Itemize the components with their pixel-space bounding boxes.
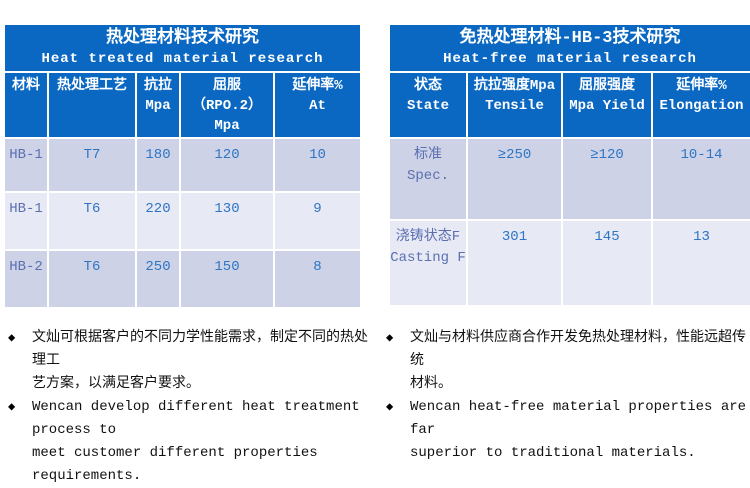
note-item: ◆ Wencan develop different heat treatmen…: [5, 396, 378, 488]
column-header-yield: 屈服 （RPO.2） Mpa: [181, 73, 273, 137]
note-item: ◆ Wencan heat-free material properties a…: [383, 396, 747, 465]
table-cell: 10-14: [653, 139, 750, 219]
table-cell: HB-2: [5, 251, 47, 307]
table-cell: 301: [468, 221, 561, 305]
heat-treated-table-title: 热处理材料技术研究 Heat treated material research: [5, 25, 360, 71]
table-cell: ≥120: [563, 139, 651, 219]
table-cell: 13: [653, 221, 750, 305]
column-header-material: 材料: [5, 73, 47, 137]
heat-treated-table: 热处理材料技术研究 Heat treated material research…: [5, 25, 360, 307]
heat-free-table: 免热处理材料-HB-3技术研究 Heat-free material resea…: [390, 25, 750, 305]
diamond-bullet-icon: ◆: [8, 400, 16, 414]
note-text-zh: 文灿与材料供应商合作开发免热处理材料，性能远超传统 材料。: [410, 330, 746, 392]
heat-treated-title-en: Heat treated material research: [41, 51, 324, 67]
table-cell: 浇铸状态F Casting F: [390, 221, 466, 305]
table-cell: 145: [563, 221, 651, 305]
note-item: ◆ 文灿与材料供应商合作开发免热处理材料，性能远超传统 材料。: [383, 327, 747, 396]
note-text-en: Wencan heat-free material properties are…: [410, 399, 747, 461]
table-cell: T7: [49, 139, 135, 191]
column-header-yield-strength: 屈服强度 Mpa Yield: [563, 73, 651, 137]
table-cell: 标准 Spec.: [390, 139, 466, 219]
table-cell: HB-1: [5, 193, 47, 249]
table-cell: 130: [181, 193, 273, 249]
table-cell: T6: [49, 193, 135, 249]
column-header-state: 状态 State: [390, 73, 466, 137]
table-cell: T6: [49, 251, 135, 307]
diamond-bullet-icon: ◆: [386, 331, 394, 345]
heat-free-title-en: Heat-free material research: [443, 51, 697, 67]
heat-free-table-title: 免热处理材料-HB-3技术研究 Heat-free material resea…: [390, 25, 750, 71]
table-cell: 9: [275, 193, 360, 249]
table-cell: 120: [181, 139, 273, 191]
column-header-elongation: 延伸率% At: [275, 73, 360, 137]
table-cell: 150: [181, 251, 273, 307]
table-cell: ≥250: [468, 139, 561, 219]
heat-treated-title-zh: 热处理材料技术研究: [106, 29, 259, 48]
diamond-bullet-icon: ◆: [8, 331, 16, 345]
column-header-heat-process: 热处理工艺: [49, 73, 135, 137]
note-item: ◆ 文灿可根据客户的不同力学性能需求，制定不同的热处理工 艺方案，以满足客户要求…: [5, 327, 378, 396]
column-header-elongation-rate: 延伸率% Elongation: [653, 73, 750, 137]
column-header-tensile-strength: 抗拉强度Mpa Tensile: [468, 73, 561, 137]
note-text-en: Wencan develop different heat treatment …: [32, 399, 360, 484]
column-header-tensile: 抗拉 Mpa: [137, 73, 179, 137]
table-cell: 10: [275, 139, 360, 191]
table-cell: 8: [275, 251, 360, 307]
table-cell: 250: [137, 251, 179, 307]
note-text-zh: 文灿可根据客户的不同力学性能需求，制定不同的热处理工 艺方案，以满足客户要求。: [32, 330, 368, 392]
heat-free-notes: ◆ 文灿与材料供应商合作开发免热处理材料，性能远超传统 材料。 ◆ Wencan…: [383, 327, 747, 465]
heat-free-title-zh: 免热处理材料-HB-3技术研究: [459, 29, 681, 48]
table-cell: HB-1: [5, 139, 47, 191]
diamond-bullet-icon: ◆: [386, 400, 394, 414]
table-cell: 180: [137, 139, 179, 191]
table-cell: 220: [137, 193, 179, 249]
heat-treated-notes: ◆ 文灿可根据客户的不同力学性能需求，制定不同的热处理工 艺方案，以满足客户要求…: [5, 327, 378, 488]
